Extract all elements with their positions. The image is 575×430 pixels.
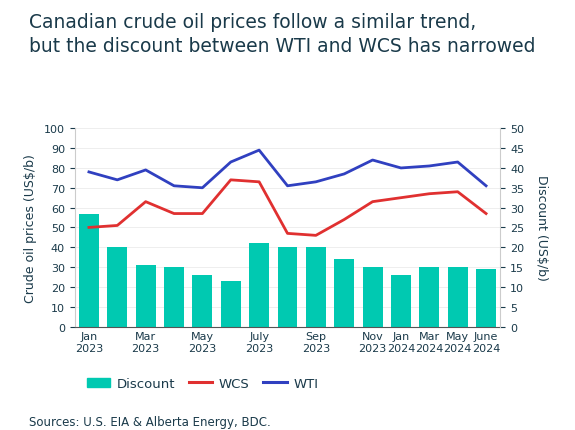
- Bar: [476, 270, 496, 327]
- Bar: [221, 281, 241, 327]
- Bar: [278, 248, 297, 327]
- Bar: [164, 267, 184, 327]
- Bar: [448, 267, 467, 327]
- Bar: [136, 265, 156, 327]
- Bar: [193, 275, 212, 327]
- Bar: [79, 214, 99, 327]
- Bar: [334, 260, 354, 327]
- Y-axis label: Discount (US$/b): Discount (US$/b): [535, 175, 548, 281]
- Bar: [108, 248, 127, 327]
- Bar: [306, 248, 326, 327]
- Bar: [391, 275, 411, 327]
- Legend: Discount, WCS, WTI: Discount, WCS, WTI: [81, 372, 324, 395]
- Bar: [419, 267, 439, 327]
- Bar: [249, 244, 269, 327]
- Y-axis label: Crude oil prices (US$/b): Crude oil prices (US$/b): [24, 154, 37, 302]
- Bar: [363, 267, 382, 327]
- Text: Canadian crude oil prices follow a similar trend,
but the discount between WTI a: Canadian crude oil prices follow a simil…: [29, 13, 535, 56]
- Text: Sources: U.S. EIA & Alberta Energy, BDC.: Sources: U.S. EIA & Alberta Energy, BDC.: [29, 415, 270, 428]
